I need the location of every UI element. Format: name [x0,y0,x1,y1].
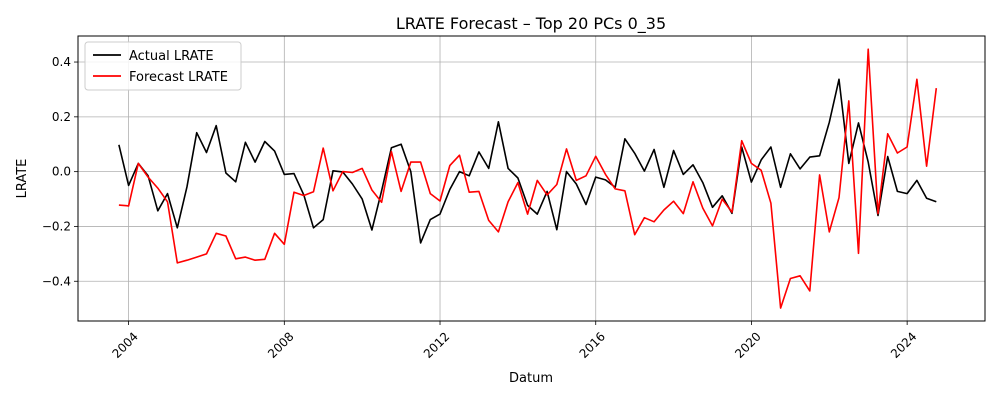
x-axis-label: Datum [509,371,553,386]
y-tick-label: −0.4 [42,274,71,288]
chart-title: LRATE Forecast – Top 20 PCs 0_35 [396,14,666,34]
y-tick-label: 0.4 [52,55,71,69]
x-tick-label: 2012 [421,329,452,360]
legend: Actual LRATE Forecast LRATE [85,42,241,90]
y-axis-label: LRATE [15,159,30,199]
series-layer [119,49,936,308]
y-tick-label: 0.0 [52,165,71,179]
series-0 [119,79,936,243]
y-axis: −0.4 −0.2 0.0 0.2 0.4 [42,55,78,288]
series-line [119,49,936,308]
series-1 [119,49,936,308]
legend-label-forecast: Forecast LRATE [129,70,228,85]
x-axis: 2004 2008 2012 2016 2020 2024 [109,321,919,361]
x-tick-label: 2008 [265,329,296,360]
x-tick-label: 2020 [732,329,763,360]
legend-label-actual: Actual LRATE [129,49,214,64]
y-tick-label: −0.2 [42,219,71,233]
x-tick-label: 2016 [577,329,608,360]
x-tick-label: 2024 [888,329,919,360]
x-tick-label: 2004 [109,329,140,360]
y-tick-label: 0.2 [52,110,71,124]
series-line [119,79,936,243]
